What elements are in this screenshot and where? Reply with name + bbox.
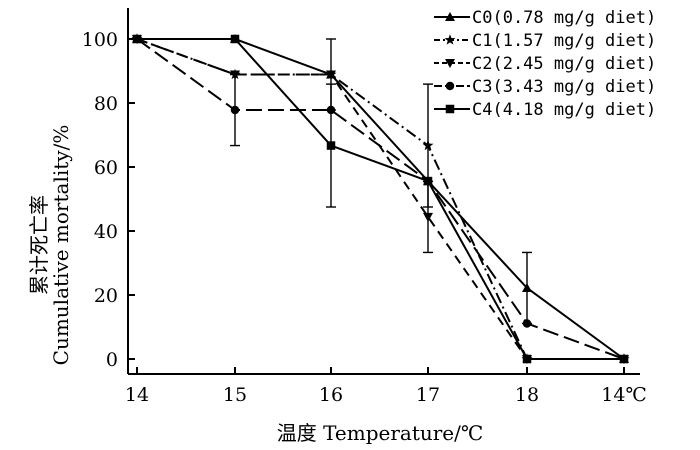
- y-axis-title: 累计死亡率 Cumulative mortality/%: [27, 125, 73, 366]
- x-tick-label: 15: [223, 384, 247, 406]
- data-point-c4: [230, 34, 240, 44]
- y-tick-label: 60: [94, 157, 118, 179]
- legend-marker: [445, 104, 455, 114]
- legend-item: C3(3.43 mg/g diet): [434, 77, 656, 97]
- y-axis-title-en: Cumulative mortality/%: [49, 125, 73, 366]
- y-axis-title-cn: 累计死亡率: [27, 195, 51, 295]
- legend-item: C4(4.18 mg/g diet): [434, 100, 656, 120]
- legend-label: C1(1.57 mg/g diet): [472, 31, 656, 51]
- legend-label: C2(2.45 mg/g diet): [472, 54, 656, 74]
- legend-marker: [445, 59, 455, 68]
- y-tick-label: 20: [94, 285, 118, 307]
- legend-marker: [445, 12, 455, 21]
- data-point-c2: [326, 70, 336, 80]
- x-tick-label: 18: [515, 384, 539, 406]
- legend: C0(0.78 mg/g diet) C1(1.57 mg/g diet) C2(2…: [434, 8, 656, 120]
- legend-item: C1(1.57 mg/g diet): [434, 31, 656, 51]
- x-tick-label: 14: [125, 384, 149, 406]
- y-tick-label: 40: [94, 221, 118, 243]
- legend-marker: [445, 81, 455, 91]
- legend-label: C4(4.18 mg/g diet): [472, 100, 656, 120]
- data-point-c4: [132, 34, 142, 44]
- data-point-c2: [423, 212, 433, 222]
- x-tick-label: 17: [416, 384, 440, 406]
- data-point-c3: [230, 105, 240, 115]
- axes: 0 20 40 60 80 100 14 15 16 17 18 14℃: [82, 8, 647, 406]
- data-point-c4: [326, 141, 336, 150]
- data-point-c3: [326, 105, 336, 115]
- data-point-c3: [522, 319, 532, 328]
- data-point-c1: [422, 139, 434, 151]
- series-line-c4: [137, 38, 624, 360]
- legend-label: C3(3.43 mg/g diet): [472, 77, 656, 97]
- series-markers: [131, 33, 630, 364]
- y-tick-label: 0: [106, 349, 118, 371]
- x-axis-title: 温度 Temperature/℃: [277, 421, 484, 445]
- data-point-c2: [230, 70, 240, 80]
- series-line-c3: [136, 38, 625, 360]
- y-tick-label: 100: [82, 29, 118, 51]
- y-tick-label: 80: [94, 93, 118, 115]
- x-tick-label: 16: [319, 384, 343, 406]
- legend-item: C0(0.78 mg/g diet): [434, 8, 656, 28]
- legend-item: C2(2.45 mg/g diet): [434, 54, 656, 74]
- data-point-c4: [619, 354, 629, 364]
- x-tick-label: 14℃: [601, 384, 646, 406]
- series-lines: [136, 38, 625, 360]
- legend-label: C0(0.78 mg/g diet): [472, 8, 656, 28]
- data-point-c4: [423, 176, 433, 186]
- data-point-c4: [522, 354, 532, 364]
- data-point-c0: [522, 282, 532, 292]
- legend-marker: [444, 34, 456, 45]
